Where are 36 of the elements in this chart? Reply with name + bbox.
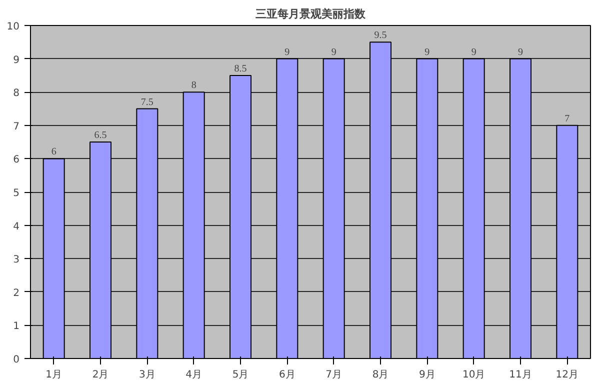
x-tick-label: 12月 [556, 370, 579, 380]
data-label: 8 [191, 80, 196, 92]
y-tick-label: 6 [13, 154, 20, 166]
y-tick-label: 8 [13, 88, 20, 100]
y-tick-label: 2 [13, 288, 20, 299]
y-tick-label: 5 [13, 188, 20, 199]
y-tick-label: 4 [13, 221, 20, 232]
data-label: 6 [51, 146, 56, 158]
data-label: 7 [564, 113, 570, 124]
data-label: 6.5 [94, 130, 107, 142]
x-tick-label: 1月 [46, 370, 62, 380]
chart-title: 三亚每月景观美丽指数 [256, 8, 366, 20]
data-label: 8.5 [234, 63, 247, 74]
data-label: 7.5 [140, 96, 154, 108]
data-label: 9 [424, 46, 430, 58]
y-tick-label: 1 [13, 321, 20, 332]
x-tick-label: 6月 [278, 370, 296, 380]
y-tick-label: 9 [13, 54, 20, 66]
x-tick-label: 2月 [92, 370, 109, 380]
y-tick-label: 7 [13, 121, 20, 132]
x-tick-label: 4月 [186, 370, 202, 380]
x-tick-label: 8月 [372, 370, 389, 380]
x-tick-label: 7月 [326, 370, 342, 380]
data-label: 9 [518, 46, 523, 58]
x-tick-label: 10月 [462, 370, 486, 380]
data-label: 9.5 [374, 30, 387, 42]
data-label: 9 [471, 46, 476, 58]
y-tick-label: 3 [13, 254, 20, 266]
y-tick-label: 10 [6, 22, 20, 32]
data-label: 9 [331, 46, 336, 58]
x-tick-label: 11月 [509, 370, 532, 380]
x-tick-label: 5月 [232, 370, 249, 380]
x-tick-label: 9月 [418, 370, 436, 380]
data-label: 9 [284, 46, 290, 58]
y-tick-label: 0 [13, 354, 20, 366]
x-tick-label: 3月 [138, 370, 156, 380]
